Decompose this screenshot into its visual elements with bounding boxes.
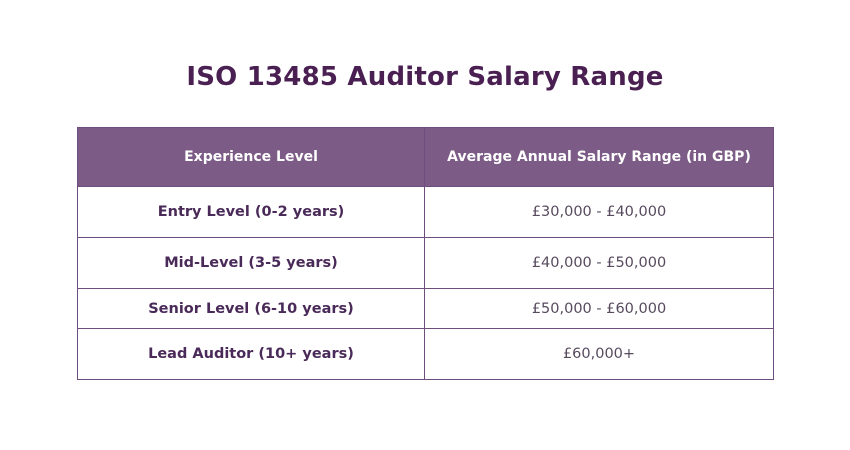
header-salary-range: Average Annual Salary Range (in GBP) bbox=[424, 127, 774, 187]
experience-level-cell: Lead Auditor (10+ years) bbox=[77, 328, 425, 380]
table-row: Mid-Level (3-5 years) £40,000 - £50,000 bbox=[77, 237, 774, 289]
experience-level-cell: Mid-Level (3-5 years) bbox=[77, 237, 425, 289]
table-header: Experience Level Average Annual Salary R… bbox=[77, 127, 774, 187]
table-row: Lead Auditor (10+ years) £60,000+ bbox=[77, 328, 774, 380]
table-row: Entry Level (0-2 years) £30,000 - £40,00… bbox=[77, 186, 774, 238]
table-row: Senior Level (6-10 years) £50,000 - £60,… bbox=[77, 288, 774, 329]
page-title: ISO 13485 Auditor Salary Range bbox=[186, 62, 664, 92]
header-row: Experience Level Average Annual Salary R… bbox=[77, 127, 774, 187]
salary-table: Experience Level Average Annual Salary R… bbox=[77, 127, 774, 380]
table-body: Entry Level (0-2 years) £30,000 - £40,00… bbox=[77, 186, 774, 380]
salary-range-cell: £40,000 - £50,000 bbox=[424, 237, 774, 289]
salary-range-cell: £30,000 - £40,000 bbox=[424, 186, 774, 238]
header-experience-level: Experience Level bbox=[77, 127, 425, 187]
experience-level-cell: Senior Level (6-10 years) bbox=[77, 288, 425, 329]
salary-range-cell: £50,000 - £60,000 bbox=[424, 288, 774, 329]
experience-level-cell: Entry Level (0-2 years) bbox=[77, 186, 425, 238]
salary-range-cell: £60,000+ bbox=[424, 328, 774, 380]
